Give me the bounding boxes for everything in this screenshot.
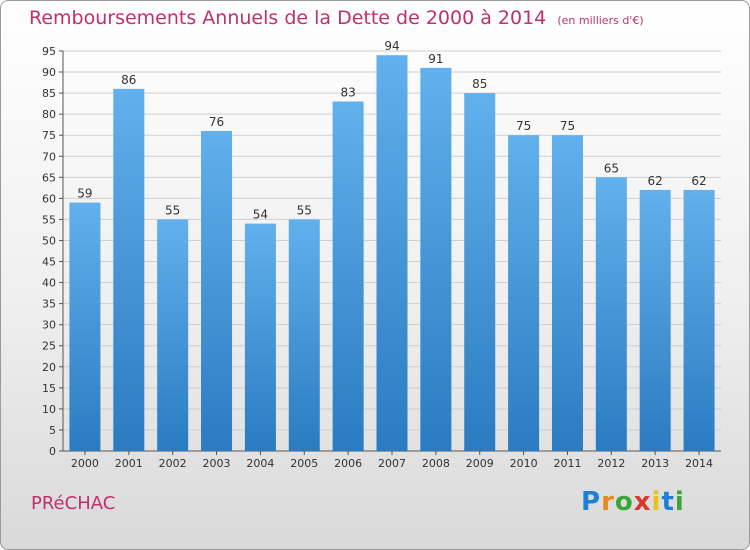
x-tick-label: 2003 bbox=[203, 457, 231, 470]
x-tick-label: 2005 bbox=[290, 457, 318, 470]
bar-value-label: 94 bbox=[384, 39, 399, 53]
y-tick-label: 95 bbox=[42, 45, 56, 58]
commune-name: PRéCHAC bbox=[31, 493, 116, 514]
logo-letter: x bbox=[633, 487, 652, 517]
bar-value-label: 85 bbox=[472, 77, 487, 91]
x-tick-label: 2004 bbox=[246, 457, 274, 470]
y-tick-label: 45 bbox=[42, 256, 56, 269]
y-tick-label: 85 bbox=[42, 87, 56, 100]
y-tick-label: 60 bbox=[42, 192, 56, 205]
logo-letter: i bbox=[674, 487, 685, 517]
x-tick-label: 2012 bbox=[597, 457, 625, 470]
bar-value-label: 54 bbox=[253, 208, 268, 222]
y-tick-label: 55 bbox=[42, 213, 56, 226]
bar-value-label: 76 bbox=[209, 115, 224, 129]
x-tick-label: 2013 bbox=[641, 457, 669, 470]
x-tick-label: 2002 bbox=[159, 457, 187, 470]
bar-value-label: 75 bbox=[516, 119, 531, 133]
bar bbox=[244, 223, 276, 451]
logo-letter: t bbox=[661, 487, 675, 517]
y-tick-label: 20 bbox=[42, 361, 56, 374]
bar bbox=[201, 131, 233, 451]
y-tick-label: 35 bbox=[42, 298, 56, 311]
bar bbox=[683, 189, 715, 451]
bar bbox=[595, 177, 627, 451]
bar-value-label: 62 bbox=[691, 174, 706, 188]
bar-value-label: 55 bbox=[165, 203, 180, 217]
bar bbox=[288, 219, 320, 451]
bar-value-label: 55 bbox=[297, 203, 312, 217]
x-tick-label: 2011 bbox=[553, 457, 581, 470]
bar-value-label: 62 bbox=[648, 174, 663, 188]
bar-value-label: 59 bbox=[77, 187, 92, 201]
y-tick-label: 65 bbox=[42, 171, 56, 184]
y-tick-label: 90 bbox=[42, 66, 56, 79]
x-tick-label: 2010 bbox=[510, 457, 538, 470]
bar-value-label: 65 bbox=[604, 161, 619, 175]
bar bbox=[551, 135, 583, 452]
x-tick-label: 2014 bbox=[685, 457, 713, 470]
logo-letter: o bbox=[614, 487, 634, 517]
y-tick-label: 70 bbox=[42, 150, 56, 163]
logo-letter: r bbox=[601, 487, 615, 517]
bar-value-label: 83 bbox=[340, 86, 355, 100]
chart-subtitle: (en milliers d'€) bbox=[557, 14, 644, 27]
bar bbox=[69, 202, 101, 451]
x-tick-label: 2000 bbox=[71, 457, 99, 470]
y-tick-label: 25 bbox=[42, 340, 56, 353]
bar bbox=[157, 219, 189, 451]
bar-value-label: 91 bbox=[428, 52, 443, 66]
y-tick-label: 40 bbox=[42, 277, 56, 290]
x-tick-label: 2006 bbox=[334, 457, 362, 470]
y-tick-label: 10 bbox=[42, 403, 56, 416]
x-tick-label: 2001 bbox=[115, 457, 143, 470]
y-tick-label: 15 bbox=[42, 382, 56, 395]
proxiti-logo: Proxiti bbox=[581, 487, 685, 517]
bar-value-label: 86 bbox=[121, 73, 136, 87]
logo-letter: P bbox=[581, 487, 602, 517]
x-tick-label: 2008 bbox=[422, 457, 450, 470]
bar bbox=[376, 55, 408, 452]
y-tick-label: 75 bbox=[42, 129, 56, 142]
chart-title-main: Remboursements Annuels de la Dette de 20… bbox=[29, 7, 547, 29]
y-tick-label: 80 bbox=[42, 108, 56, 121]
logo-letter: i bbox=[651, 487, 662, 517]
bar-value-label: 75 bbox=[560, 119, 575, 133]
bar bbox=[332, 101, 364, 452]
bar bbox=[639, 189, 671, 451]
bar bbox=[420, 67, 452, 451]
y-tick-label: 30 bbox=[42, 319, 56, 332]
y-tick-label: 0 bbox=[49, 445, 56, 458]
y-tick-label: 5 bbox=[49, 424, 56, 437]
chart-title: Remboursements Annuels de la Dette de 20… bbox=[29, 7, 644, 29]
bar bbox=[113, 88, 145, 451]
y-tick-label: 50 bbox=[42, 234, 56, 247]
x-tick-label: 2007 bbox=[378, 457, 406, 470]
bar bbox=[508, 135, 540, 452]
x-tick-label: 2009 bbox=[466, 457, 494, 470]
bar bbox=[464, 93, 496, 452]
